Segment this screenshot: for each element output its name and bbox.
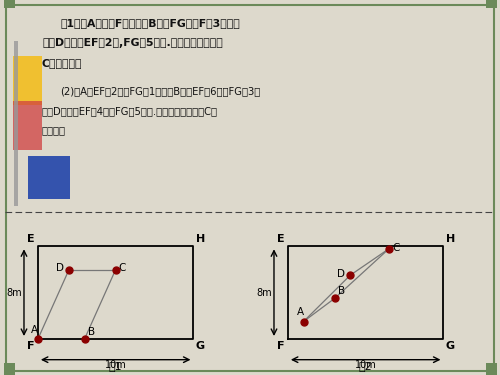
Bar bbox=[12, 56, 42, 105]
Text: 8m: 8m bbox=[257, 288, 272, 298]
Point bbox=[346, 272, 354, 278]
Text: F: F bbox=[28, 340, 35, 351]
Point bbox=[65, 267, 73, 273]
Point bbox=[330, 296, 338, 302]
Text: H: H bbox=[196, 234, 205, 244]
Text: (2)若A距EF边2米距FG边1米处，B在距EF边6米距FG边3米: (2)若A距EF边2米距FG边1米处，B在距EF边6米距FG边3米 bbox=[60, 86, 260, 96]
Text: E: E bbox=[27, 234, 35, 244]
Point bbox=[385, 246, 393, 252]
Text: C的位置吗？: C的位置吗？ bbox=[42, 58, 82, 68]
Bar bbox=[12, 101, 42, 150]
Text: 8m: 8m bbox=[7, 288, 22, 298]
Bar bbox=[4, 363, 15, 375]
Bar bbox=[486, 0, 496, 8]
Text: 10m: 10m bbox=[355, 360, 376, 370]
Bar bbox=[4, 0, 15, 8]
Text: F: F bbox=[278, 340, 285, 351]
Text: 处，D位于距EF边4米距FG边5米处.你能确定此时队员C的: 处，D位于距EF边4米距FG边5米处.你能确定此时队员C的 bbox=[42, 106, 218, 116]
Point bbox=[80, 336, 88, 342]
Text: 位置吗？: 位置吗？ bbox=[42, 126, 66, 135]
Text: 图1: 图1 bbox=[109, 361, 122, 371]
Point bbox=[112, 267, 120, 273]
Text: D: D bbox=[336, 269, 344, 279]
Text: B: B bbox=[88, 327, 96, 337]
Text: H: H bbox=[446, 234, 455, 244]
Text: （1）若A位于点F处，队员B在边FG上距F点3米处，: （1）若A位于点F处，队员B在边FG上距F点3米处， bbox=[60, 18, 240, 28]
Point bbox=[34, 336, 42, 342]
Point bbox=[300, 318, 308, 324]
Bar bbox=[14, 41, 18, 206]
Text: 队员D位于距EF边2米,FG边5米处.你能确定此时队员: 队员D位于距EF边2米,FG边5米处.你能确定此时队员 bbox=[42, 38, 223, 48]
Text: G: G bbox=[196, 340, 205, 351]
Text: 10m: 10m bbox=[105, 360, 126, 370]
Bar bbox=[486, 363, 496, 375]
Text: D: D bbox=[56, 263, 64, 273]
Text: 图2: 图2 bbox=[359, 361, 372, 371]
Text: A: A bbox=[32, 325, 38, 335]
Text: A: A bbox=[297, 308, 304, 318]
Text: B: B bbox=[338, 286, 345, 296]
Text: E: E bbox=[277, 234, 285, 244]
Text: C: C bbox=[119, 263, 126, 273]
Bar bbox=[28, 156, 70, 199]
Text: C: C bbox=[392, 243, 400, 252]
Text: G: G bbox=[446, 340, 455, 351]
